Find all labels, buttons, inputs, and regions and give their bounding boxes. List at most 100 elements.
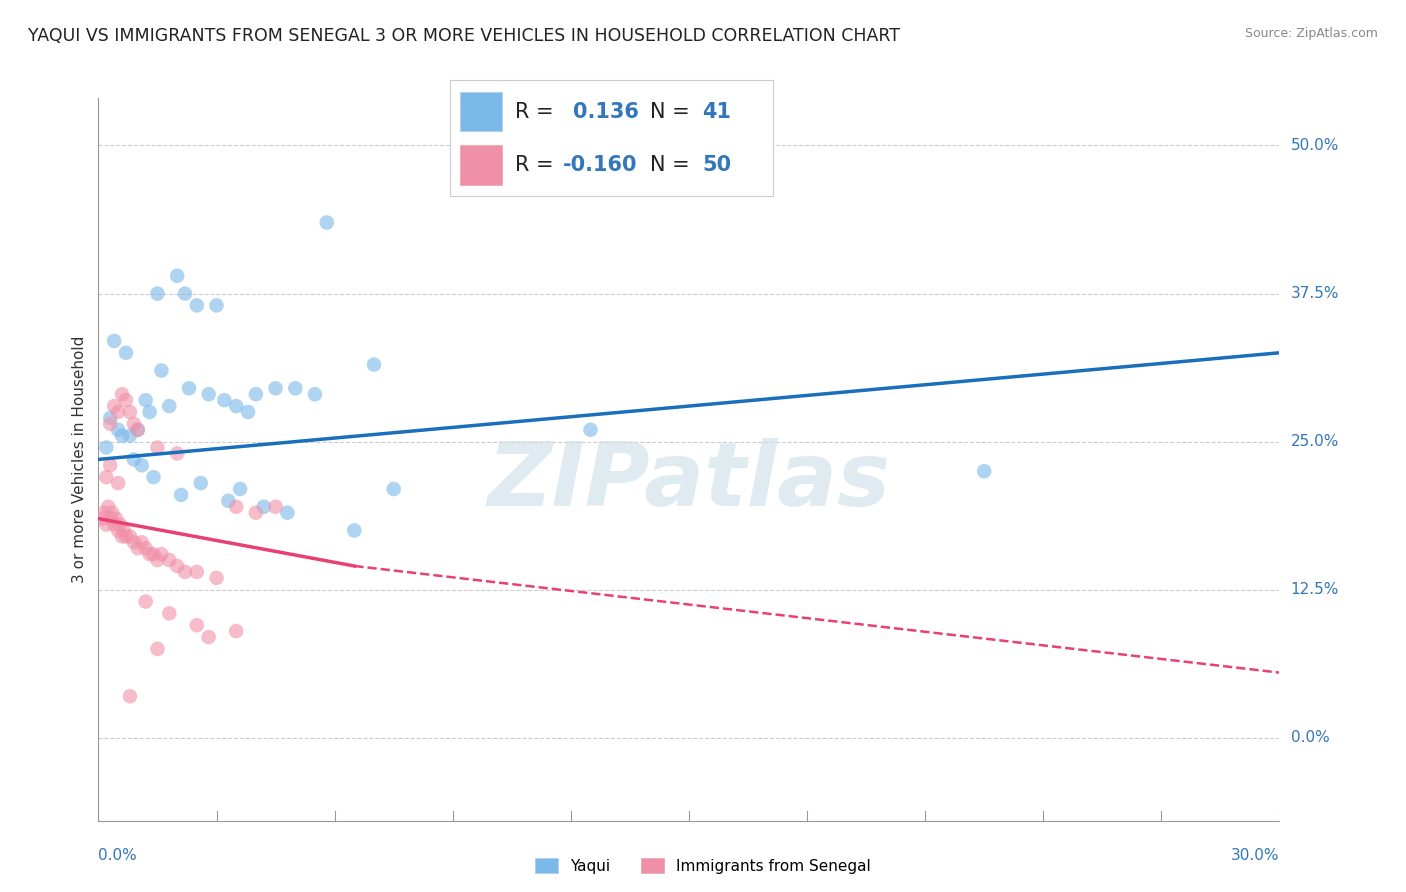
Point	[118, 405, 141, 419]
Text: 50: 50	[702, 155, 731, 175]
Point	[174, 286, 197, 301]
Point	[276, 506, 298, 520]
Point	[264, 381, 287, 395]
Point	[225, 624, 247, 639]
Point	[131, 535, 153, 549]
Point	[264, 500, 287, 514]
Point	[186, 618, 208, 632]
Point	[304, 387, 326, 401]
Point	[108, 517, 131, 532]
Point	[127, 423, 149, 437]
Text: 50.0%: 50.0%	[1291, 138, 1339, 153]
Text: N =: N =	[651, 102, 690, 121]
Text: 12.5%: 12.5%	[1291, 582, 1339, 597]
Point	[177, 381, 200, 395]
Point	[105, 511, 128, 525]
Point	[229, 482, 252, 496]
Y-axis label: 3 or more Vehicles in Household: 3 or more Vehicles in Household	[72, 335, 87, 583]
Point	[225, 399, 247, 413]
Point	[217, 493, 239, 508]
Point	[197, 630, 219, 644]
Text: 0.0%: 0.0%	[98, 848, 138, 863]
Point	[103, 334, 125, 348]
Point	[245, 387, 267, 401]
Point	[190, 476, 212, 491]
Point	[107, 524, 129, 538]
Point	[579, 423, 602, 437]
Point	[142, 470, 165, 484]
Point	[98, 411, 121, 425]
Point	[245, 506, 267, 520]
Point	[343, 524, 366, 538]
Point	[236, 405, 259, 419]
Text: 0.136: 0.136	[572, 102, 638, 121]
Point	[103, 399, 125, 413]
Text: Source: ZipAtlas.com: Source: ZipAtlas.com	[1244, 27, 1378, 40]
Point	[122, 452, 145, 467]
Point	[135, 393, 157, 408]
Point	[93, 506, 115, 520]
Point	[111, 529, 134, 543]
Point	[107, 423, 129, 437]
Text: ZIPatlas: ZIPatlas	[488, 438, 890, 524]
FancyBboxPatch shape	[460, 92, 502, 131]
Point	[315, 215, 337, 229]
Point	[135, 541, 157, 556]
Text: -0.160: -0.160	[564, 155, 637, 175]
Text: N =: N =	[651, 155, 690, 175]
Legend: Yaqui, Immigrants from Senegal: Yaqui, Immigrants from Senegal	[529, 852, 877, 880]
Point	[214, 393, 236, 408]
Point	[96, 517, 118, 532]
Point	[138, 405, 160, 419]
Point	[118, 690, 141, 704]
Point	[186, 298, 208, 312]
Point	[363, 358, 385, 372]
Text: 30.0%: 30.0%	[1232, 848, 1279, 863]
Point	[111, 428, 134, 442]
Point	[115, 345, 138, 359]
Point	[205, 571, 228, 585]
Text: R =: R =	[515, 155, 553, 175]
Text: 0.0%: 0.0%	[1291, 731, 1329, 745]
Point	[150, 547, 173, 561]
Text: R =: R =	[515, 102, 553, 121]
Point	[174, 565, 197, 579]
Point	[157, 399, 180, 413]
Point	[115, 529, 138, 543]
Point	[98, 458, 121, 473]
Point	[98, 511, 121, 525]
Point	[96, 470, 118, 484]
Point	[91, 511, 114, 525]
Point	[138, 547, 160, 561]
Point	[107, 476, 129, 491]
Point	[118, 428, 141, 442]
Point	[166, 559, 188, 574]
Point	[205, 298, 228, 312]
Text: 37.5%: 37.5%	[1291, 286, 1339, 301]
Point	[107, 405, 129, 419]
Point	[96, 441, 118, 455]
Point	[973, 464, 995, 478]
Point	[284, 381, 307, 395]
FancyBboxPatch shape	[460, 145, 502, 185]
Point	[146, 286, 169, 301]
Point	[186, 565, 208, 579]
Point	[157, 607, 180, 621]
Point	[135, 594, 157, 608]
Point	[197, 387, 219, 401]
Point	[166, 446, 188, 460]
Point	[115, 393, 138, 408]
Point	[112, 524, 135, 538]
Point	[146, 641, 169, 656]
Point	[101, 506, 124, 520]
Point	[142, 547, 165, 561]
Point	[111, 387, 134, 401]
Point	[146, 553, 169, 567]
Point	[122, 417, 145, 431]
Point	[382, 482, 405, 496]
Point	[170, 488, 193, 502]
Text: 25.0%: 25.0%	[1291, 434, 1339, 449]
Point	[98, 417, 121, 431]
Point	[225, 500, 247, 514]
Text: YAQUI VS IMMIGRANTS FROM SENEGAL 3 OR MORE VEHICLES IN HOUSEHOLD CORRELATION CHA: YAQUI VS IMMIGRANTS FROM SENEGAL 3 OR MO…	[28, 27, 900, 45]
